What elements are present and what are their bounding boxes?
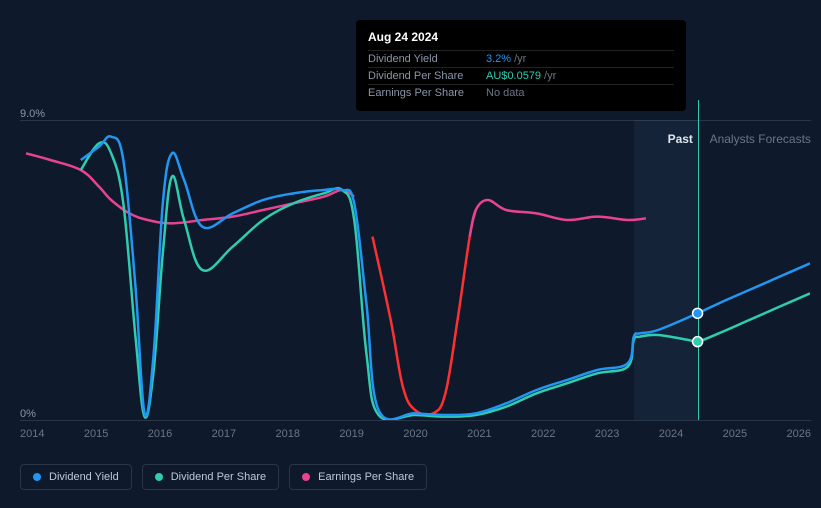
- tooltip-value: No data: [486, 87, 674, 99]
- chart-container: 9.0% 0% Past Analysts Forecasts 20142015…: [0, 0, 821, 508]
- x-axis-label: 2023: [595, 428, 619, 440]
- x-axis-label: 2017: [212, 428, 236, 440]
- tooltip-row: Earnings Per ShareNo data: [368, 84, 674, 101]
- tooltip-value: AU$0.0579/yr: [486, 70, 674, 82]
- tooltip-row: Dividend Per ShareAU$0.0579/yr: [368, 67, 674, 84]
- legend-label: Dividend Per Share: [171, 471, 266, 483]
- x-axis-label: 2021: [467, 428, 491, 440]
- chart-svg[interactable]: [20, 120, 810, 420]
- dividend-per-share-line: [81, 142, 810, 420]
- earnings-per-share-line: [26, 153, 354, 223]
- baseline-bottom: [20, 420, 811, 421]
- x-axis-label: 2026: [787, 428, 811, 440]
- x-axis-label: 2018: [276, 428, 300, 440]
- tooltip-label: Dividend Yield: [368, 53, 486, 65]
- tooltip-date: Aug 24 2024: [368, 30, 674, 44]
- x-axis-label: 2014: [20, 428, 44, 440]
- marker-dot: [693, 308, 703, 318]
- legend-item[interactable]: Earnings Per Share: [289, 464, 427, 490]
- x-axis-label: 2015: [84, 428, 108, 440]
- x-axis-labels: 2014 2015 2016 2017 2018 2019 2020 2021 2022 2023…: [20, 428, 811, 440]
- legend: Dividend Yield Dividend Per Share Earnings…: [20, 464, 427, 490]
- legend-dot-icon: [302, 473, 310, 481]
- legend-item[interactable]: Dividend Yield: [20, 464, 132, 490]
- legend-item[interactable]: Dividend Per Share: [142, 464, 279, 490]
- x-axis-label: 2020: [403, 428, 427, 440]
- tooltip-label: Dividend Per Share: [368, 70, 486, 82]
- tooltip-row: Dividend Yield3.2%/yr: [368, 50, 674, 67]
- earnings-per-share-line: [372, 210, 475, 415]
- x-axis-label: 2022: [531, 428, 555, 440]
- x-axis-label: 2025: [723, 428, 747, 440]
- tooltip: Aug 24 2024 Dividend Yield3.2%/yrDividen…: [356, 20, 686, 111]
- legend-label: Earnings Per Share: [318, 471, 414, 483]
- legend-dot-icon: [33, 473, 41, 481]
- tooltip-label: Earnings Per Share: [368, 87, 486, 99]
- y-axis-label-max: 9.0%: [20, 108, 45, 120]
- x-axis-label: 2016: [148, 428, 172, 440]
- legend-dot-icon: [155, 473, 163, 481]
- legend-label: Dividend Yield: [49, 471, 119, 483]
- earnings-per-share-line: [470, 200, 646, 237]
- x-axis-label: 2019: [339, 428, 363, 440]
- tooltip-value: 3.2%/yr: [486, 53, 674, 65]
- marker-dot: [693, 337, 703, 347]
- x-axis-label: 2024: [659, 428, 683, 440]
- dividend-yield-line: [81, 136, 810, 419]
